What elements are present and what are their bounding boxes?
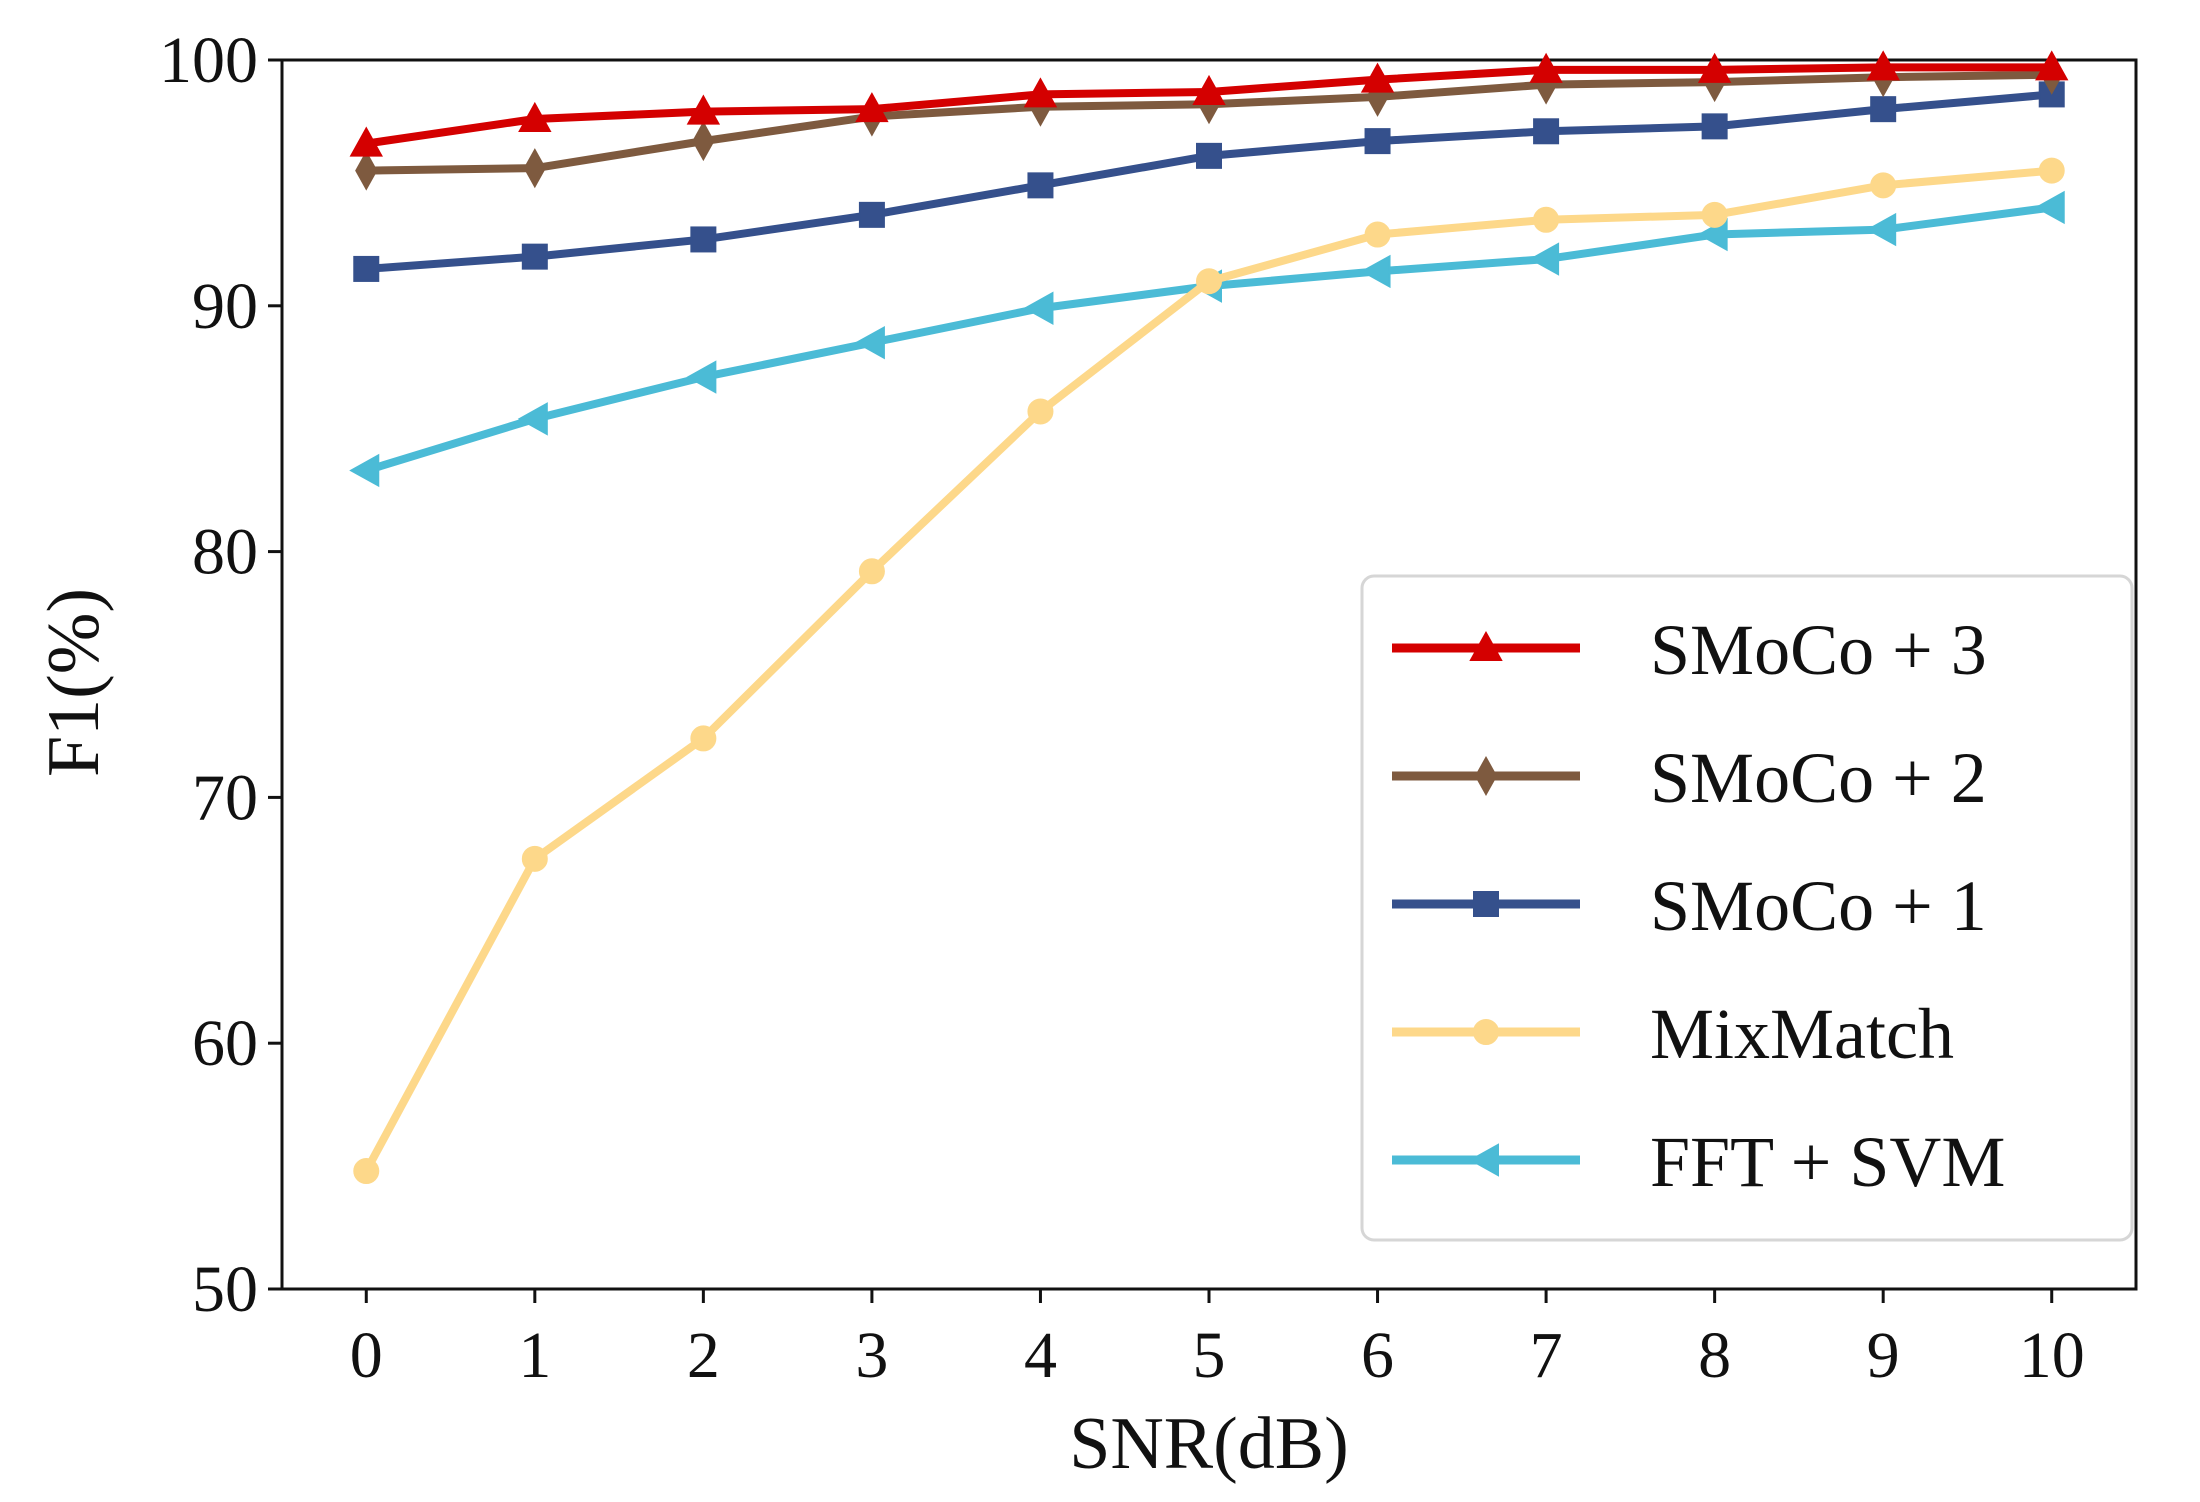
- data-point: [690, 226, 717, 253]
- y-axis-title: F1(%): [33, 588, 115, 777]
- data-point: [1697, 52, 1732, 83]
- data-point: [1529, 242, 1560, 276]
- x-tick-label: 3: [855, 1319, 888, 1392]
- data-point: [1360, 62, 1395, 93]
- x-axis-title: SNR(dB): [1069, 1403, 1349, 1485]
- legend-marker: [1468, 1143, 1499, 1177]
- y-tick-label: 60: [192, 1007, 258, 1080]
- x-tick-label: 7: [1530, 1319, 1563, 1392]
- data-point: [858, 201, 885, 228]
- legend-marker: [1469, 630, 1503, 661]
- data-point: [353, 1158, 380, 1185]
- data-point: [1027, 398, 1054, 425]
- x-tick-label: 9: [1867, 1319, 1900, 1392]
- series-fft-svm: [349, 190, 2065, 488]
- data-point: [1870, 96, 1897, 123]
- legend-marker: [1473, 891, 1499, 917]
- series-layer: [349, 50, 2069, 1185]
- data-point: [692, 121, 715, 162]
- x-tick-label: 2: [687, 1319, 720, 1392]
- y-tick-label: 90: [192, 270, 258, 343]
- data-point: [1364, 221, 1391, 248]
- legend-label: SMoCo + 2: [1650, 738, 1987, 818]
- data-point: [854, 325, 885, 360]
- data-point: [518, 101, 552, 132]
- data-point: [1533, 206, 1560, 233]
- data-point: [1529, 52, 1563, 83]
- x-tick-label: 4: [1024, 1319, 1057, 1392]
- data-point: [349, 453, 380, 488]
- legend-label: SMoCo + 1: [1650, 866, 1987, 946]
- data-point: [2035, 50, 2069, 81]
- legend-entry: SMoCo + 2: [1392, 738, 1987, 818]
- data-point: [686, 94, 721, 125]
- data-point: [349, 126, 383, 157]
- data-point: [2034, 190, 2065, 225]
- data-point: [521, 845, 548, 872]
- data-point: [1360, 254, 1391, 289]
- legend-label: FFT + SVM: [1650, 1122, 2005, 1202]
- data-point: [521, 243, 548, 270]
- data-point: [523, 148, 546, 189]
- data-point: [1192, 74, 1226, 105]
- legend-label: SMoCo + 3: [1650, 610, 1987, 690]
- data-point: [1866, 212, 1897, 247]
- y-tick-label: 100: [159, 24, 258, 97]
- axes-layer: 0 1 2 3 4 5 6 7 8 9 10 50 60 70 80 90 100: [159, 24, 2138, 1392]
- legend-entry: MixMatch: [1392, 994, 1954, 1074]
- x-tick-label: 1: [518, 1319, 551, 1392]
- legend-box: [1360, 574, 2134, 1242]
- x-tick-label: 8: [1698, 1319, 1731, 1392]
- data-point: [1870, 172, 1897, 199]
- legend-marker: [1473, 1019, 1499, 1045]
- data-point: [1023, 291, 1054, 325]
- data-point: [517, 402, 548, 436]
- x-tick-label: 0: [350, 1319, 383, 1392]
- y-tick-label: 50: [192, 1253, 258, 1326]
- legend-marker: [1474, 755, 1498, 797]
- data-point: [855, 92, 889, 123]
- data-point: [1196, 268, 1222, 295]
- legend-entry: SMoCo + 3: [1392, 610, 1987, 690]
- y-tick-label: 70: [192, 761, 258, 834]
- series-smoco-3: [349, 50, 2069, 157]
- data-point: [355, 150, 378, 191]
- data-point: [1364, 128, 1391, 155]
- legend-entry: SMoCo + 1: [1392, 866, 1987, 946]
- series-smoco-1: [353, 81, 2065, 282]
- x-tick-label: 5: [1193, 1319, 1226, 1392]
- series-mixmatch: [353, 157, 2065, 1185]
- legend-entry: FFT + SVM: [1392, 1122, 2005, 1202]
- data-point: [1866, 50, 1900, 81]
- y-tick-label: 80: [192, 516, 258, 589]
- data-point: [353, 255, 380, 282]
- data-point: [1701, 113, 1728, 140]
- data-point: [1701, 201, 1728, 228]
- data-point: [858, 558, 885, 585]
- x-tick-label: 6: [1361, 1319, 1394, 1392]
- data-point: [690, 725, 717, 752]
- data-point: [2038, 157, 2065, 184]
- data-point: [686, 360, 717, 394]
- data-point: [1533, 118, 1560, 145]
- x-tick-label: 10: [2019, 1319, 2085, 1392]
- data-point: [1023, 77, 1058, 108]
- legend-label: MixMatch: [1650, 994, 1954, 1074]
- data-point: [1027, 172, 1054, 199]
- data-point: [1196, 142, 1222, 169]
- legend: SMoCo + 3 SMoCo + 2 SMoCo + 1 MixMatch FFT +…: [1360, 574, 2134, 1242]
